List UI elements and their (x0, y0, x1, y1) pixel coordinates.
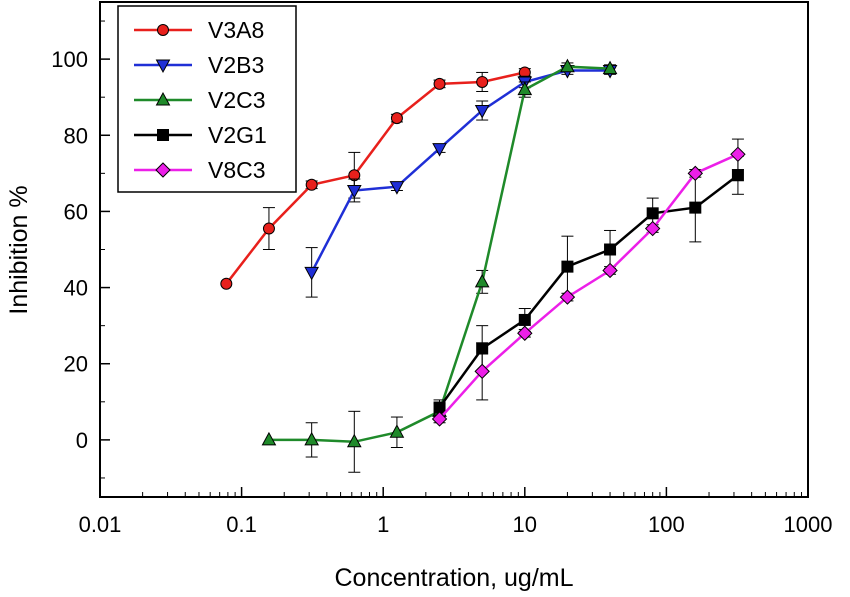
legend-label: V2B3 (208, 52, 264, 78)
data-point (731, 169, 744, 182)
legend-label: V2C3 (208, 87, 266, 113)
series-line (438, 153, 739, 420)
series-v8c3 (431, 138, 746, 427)
x-tick-label: 100 (648, 512, 685, 537)
data-point (155, 162, 171, 178)
data-point (689, 201, 702, 214)
legend-label: V2G1 (208, 122, 267, 148)
x-tick-label: 1000 (784, 512, 833, 537)
data-point (687, 165, 704, 182)
data-point (304, 431, 320, 446)
data-point (304, 266, 320, 281)
data-point (730, 146, 746, 163)
y-tick-label: 60 (64, 199, 88, 224)
data-point (602, 60, 618, 75)
legend-item-v2b3: V2B3 (134, 52, 264, 78)
data-point (646, 207, 659, 220)
data-point (644, 220, 661, 237)
data-point (602, 262, 618, 279)
data-point (157, 129, 169, 141)
series-line (310, 69, 611, 273)
data-point (604, 243, 617, 256)
data-point (474, 105, 490, 119)
legend-item-v3a8: V3A8 (134, 17, 264, 43)
y-axis-title: Inhibition % (5, 185, 33, 314)
legend-item-v2g1: V2G1 (134, 122, 267, 148)
x-tick-label: 10 (513, 512, 537, 537)
x-tick-label: 0.01 (79, 512, 122, 537)
series-v2g1 (433, 155, 744, 416)
y-tick-label: 40 (64, 276, 88, 301)
data-point (433, 77, 446, 90)
y-tick-label: 100 (51, 47, 88, 72)
data-point (517, 81, 533, 96)
data-point (518, 313, 531, 326)
data-point (431, 411, 448, 427)
data-point (220, 277, 233, 290)
y-tick-label: 80 (64, 123, 88, 148)
series-v3a8 (220, 66, 531, 290)
data-point (155, 59, 171, 74)
series-line (438, 174, 739, 409)
y-tick-label: 20 (64, 352, 88, 377)
data-point (559, 289, 576, 305)
legend: V3A8 V2B3 V2C3 V2G1 V8C3 (117, 5, 297, 193)
data-point (474, 363, 490, 380)
data-point (560, 58, 575, 73)
data-point (261, 431, 277, 446)
data-point (561, 260, 574, 273)
y-axis-ticks: 0 20 40 60 80 100 (51, 20, 110, 479)
data-point (389, 424, 405, 438)
x-tick-label: 1 (377, 512, 389, 537)
data-point (389, 181, 405, 195)
data-point (155, 91, 171, 106)
data-point (346, 184, 362, 199)
legend-label: V8C3 (208, 157, 266, 183)
data-point (157, 24, 169, 36)
x-tick-label: 0.1 (226, 512, 257, 537)
data-point (305, 178, 318, 191)
x-axis-ticks: 0.01 0.1 1 10 100 1000 (79, 487, 833, 537)
data-point (474, 273, 490, 288)
x-axis-title: Concentration, ug/mL (334, 564, 573, 592)
data-point (517, 325, 533, 341)
data-point (432, 143, 447, 157)
data-point (476, 75, 489, 88)
legend-label: V3A8 (208, 17, 264, 43)
data-point (346, 433, 362, 448)
data-point (262, 222, 275, 235)
series-line (225, 71, 526, 285)
legend-item-v2c3: V2C3 (134, 87, 266, 113)
y-tick-label: 0 (76, 428, 88, 453)
series-layer (220, 58, 746, 473)
legend-item-v8c3: V8C3 (134, 157, 266, 183)
data-point (390, 112, 403, 125)
